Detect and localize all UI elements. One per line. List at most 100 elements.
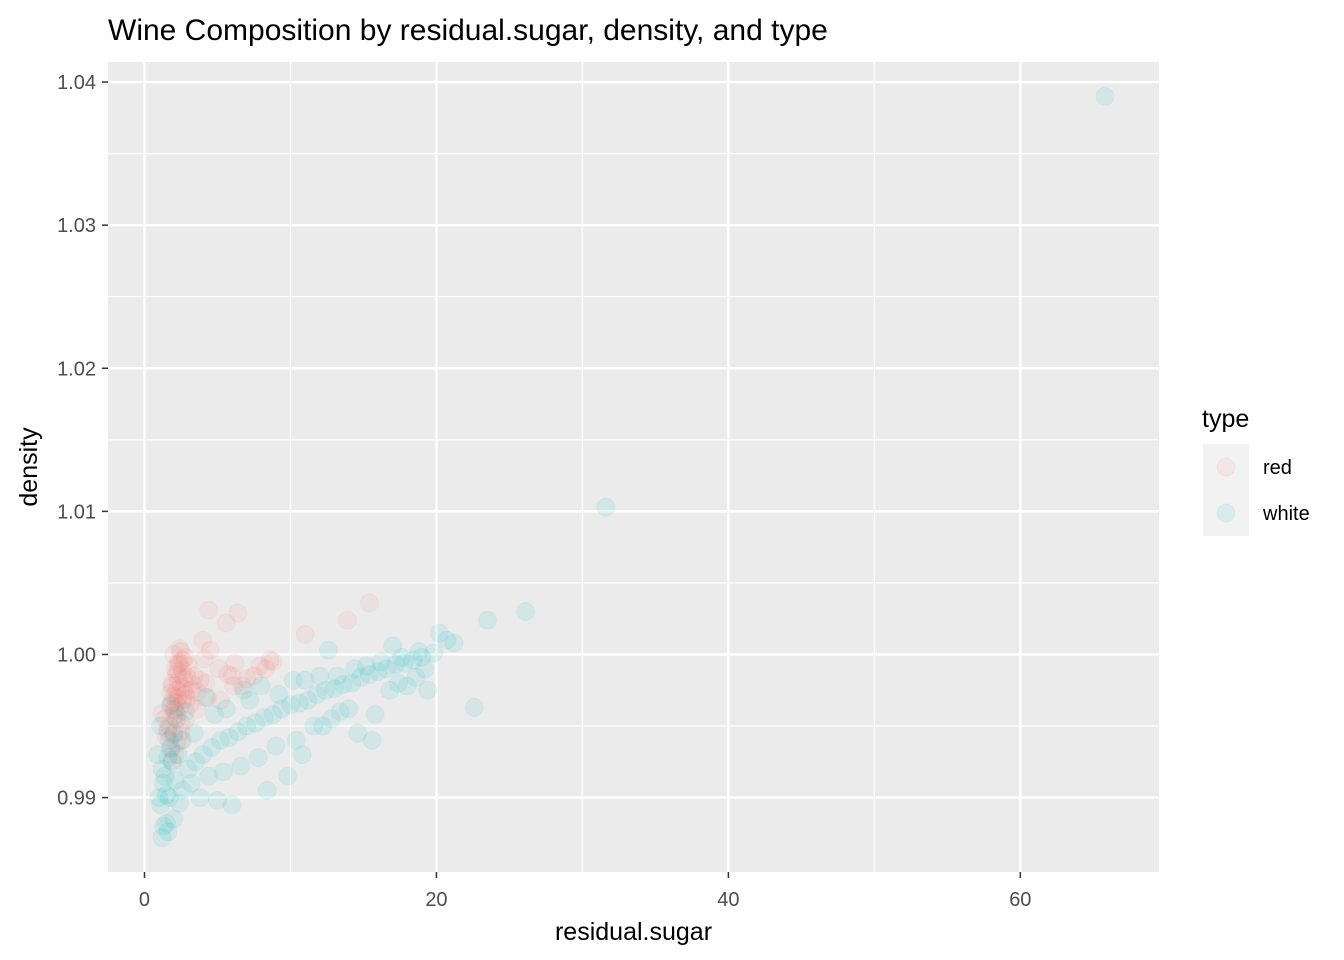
data-point-red <box>168 672 188 692</box>
data-point-red <box>168 687 188 707</box>
data-point-white <box>515 602 535 622</box>
data-point-white <box>286 730 306 750</box>
data-point-white <box>152 759 172 779</box>
data-point-white <box>266 736 286 756</box>
y-tick-label: 1.04 <box>57 72 96 94</box>
data-point-red <box>237 669 257 689</box>
legend-key-white <box>1216 503 1236 523</box>
data-point-red <box>171 722 191 742</box>
data-point-red <box>167 693 187 713</box>
data-point-red <box>167 733 187 753</box>
data-points <box>148 86 1115 848</box>
data-point-red <box>196 673 216 693</box>
data-point-white <box>424 643 444 663</box>
data-point-white <box>409 642 429 662</box>
data-point-red <box>164 686 184 706</box>
legend-keys-background <box>1203 444 1249 536</box>
data-point-white <box>362 730 382 750</box>
x-tick-label: 40 <box>717 889 739 911</box>
data-point-red <box>165 659 185 679</box>
data-point-white <box>196 687 216 707</box>
data-point-red <box>168 662 188 682</box>
data-point-white <box>234 680 254 700</box>
data-point-white <box>240 690 260 710</box>
legend-key-red <box>1216 457 1236 477</box>
data-point-red <box>162 692 182 712</box>
data-point-red <box>194 649 214 669</box>
data-point-red <box>183 675 203 695</box>
data-point-white <box>165 770 185 790</box>
data-point-red <box>175 710 195 730</box>
data-point-red <box>162 750 182 770</box>
data-point-white <box>167 709 187 729</box>
data-point-white <box>161 695 181 715</box>
data-point-white <box>186 752 206 772</box>
data-point-red <box>263 652 283 672</box>
data-point-red <box>168 654 188 674</box>
data-point-red <box>161 739 181 759</box>
data-point-white <box>348 723 368 743</box>
data-point-red <box>190 670 210 690</box>
data-point-red <box>177 667 197 687</box>
data-point-white <box>371 652 391 672</box>
data-point-red <box>184 666 204 686</box>
data-point-red <box>187 699 207 719</box>
data-point-white <box>245 713 265 733</box>
data-point-red <box>170 653 190 673</box>
data-point-white <box>403 650 423 670</box>
data-point-red <box>161 696 181 716</box>
data-point-white <box>269 685 289 705</box>
x-tick-label: 20 <box>425 889 447 911</box>
data-point-white <box>397 676 417 696</box>
data-point-white <box>437 630 457 650</box>
data-point-white <box>161 737 181 757</box>
data-point-red <box>159 716 179 736</box>
legend-item-white: white <box>1216 503 1310 525</box>
data-point-red <box>171 713 191 733</box>
y-tick-label: 1.01 <box>57 501 96 523</box>
data-point-white <box>175 702 195 722</box>
data-point-red <box>218 665 238 685</box>
data-point-white <box>213 762 233 782</box>
data-point-white <box>190 788 210 808</box>
axis-ticks <box>102 81 1022 878</box>
data-point-red <box>167 705 187 725</box>
data-point-white <box>254 707 274 727</box>
data-point-white <box>316 680 335 700</box>
data-point-red <box>200 640 220 660</box>
data-point-white <box>330 702 350 722</box>
data-point-white <box>193 745 213 765</box>
data-point-white <box>202 737 222 757</box>
data-point-red <box>172 650 192 670</box>
data-point-red <box>256 659 276 679</box>
data-point-white <box>156 813 176 833</box>
data-point-white <box>162 752 182 772</box>
data-point-white <box>219 727 239 747</box>
data-point-red <box>174 669 194 689</box>
data-point-red <box>172 660 192 680</box>
series-white <box>148 86 1115 848</box>
data-point-red <box>181 680 201 700</box>
data-point-red <box>359 593 379 613</box>
data-point-red <box>337 610 357 630</box>
data-point-white <box>199 766 219 786</box>
data-point-red <box>228 603 248 623</box>
data-point-white <box>321 709 341 729</box>
data-point-white <box>380 680 400 700</box>
x-tick-label: 0 <box>139 889 150 911</box>
data-point-white <box>181 773 201 793</box>
data-point-white <box>216 699 236 719</box>
data-point-red <box>180 695 200 715</box>
data-point-white <box>153 816 173 836</box>
data-point-white <box>444 633 464 653</box>
data-point-white <box>295 670 315 690</box>
data-point-white <box>171 730 191 750</box>
data-point-white <box>159 730 179 750</box>
data-point-red <box>216 613 236 633</box>
data-point-white <box>158 748 178 768</box>
legend-label-white: white <box>1262 503 1310 525</box>
data-point-white <box>158 822 178 842</box>
data-point-white <box>164 723 184 743</box>
data-point-white <box>464 697 484 717</box>
